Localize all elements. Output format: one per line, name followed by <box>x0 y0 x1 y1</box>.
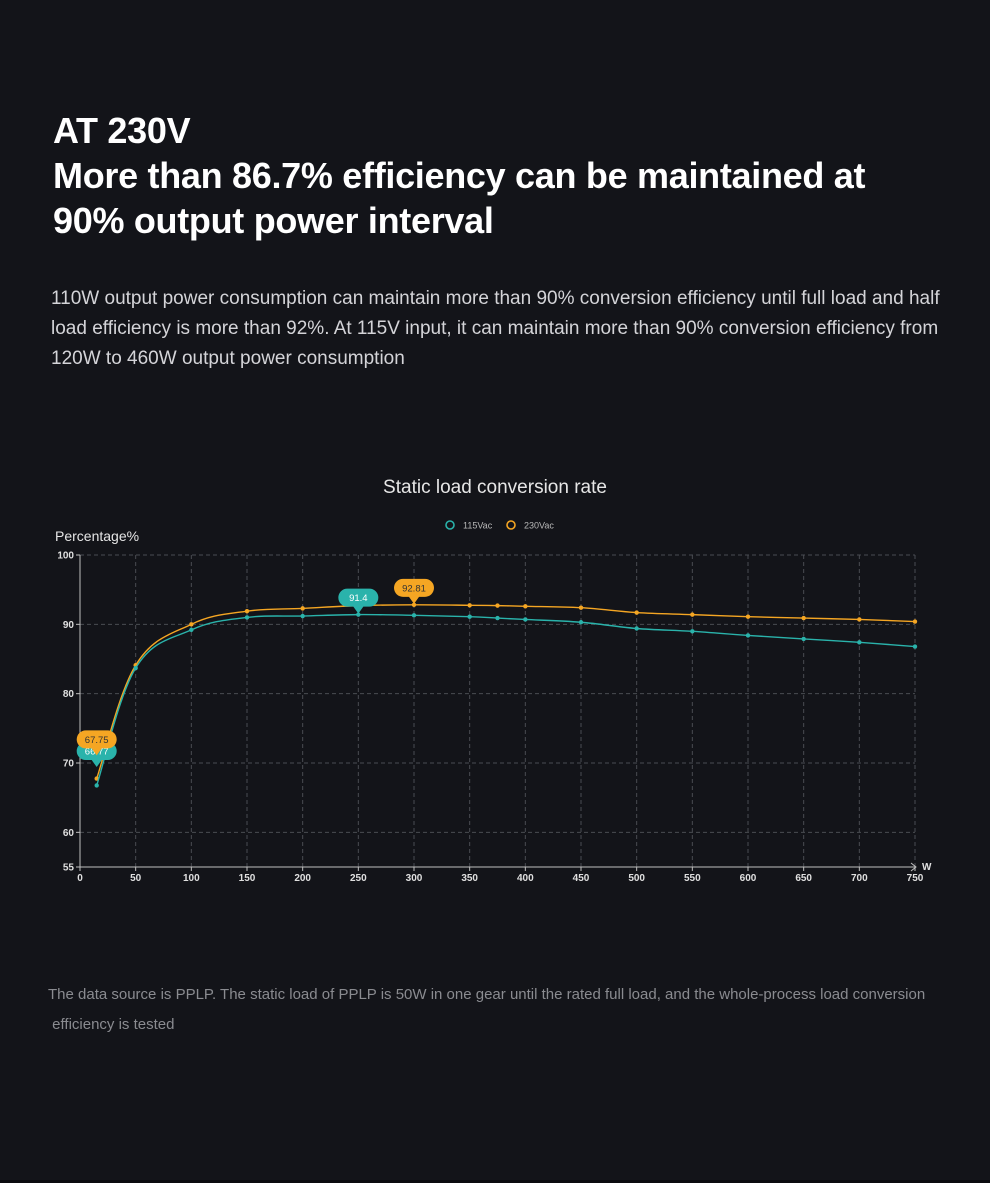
series-line-115vac <box>96 613 916 786</box>
headline: AT 230V More than 86.7% efficiency can b… <box>53 108 953 243</box>
x-tick-label: 50 <box>130 873 142 884</box>
start-label-230vac-group: 67.75 <box>76 730 117 756</box>
data-point-230vac <box>634 610 639 615</box>
y-tick-label: 60 <box>63 828 75 839</box>
data-point-115vac <box>133 665 138 671</box>
x-tick-label: 750 <box>907 873 924 884</box>
x-tick-label: 400 <box>517 873 534 884</box>
y-tick-label: 90 <box>63 620 75 631</box>
data-point-230vac <box>857 617 862 622</box>
start-label-230vac-text: 67.75 <box>85 735 109 746</box>
series-line-230vac <box>96 604 916 779</box>
bottom-divider <box>0 1180 990 1183</box>
x-tick-label: 350 <box>461 873 478 884</box>
data-point-230vac <box>467 603 472 608</box>
chart-title: Static load conversion rate <box>383 477 607 498</box>
data-point-230vac <box>801 615 806 621</box>
data-point-230vac <box>300 606 305 611</box>
y-tick-label: 80 <box>63 689 75 700</box>
data-point-115vac <box>578 620 584 625</box>
data-point-230vac <box>411 602 417 608</box>
peak-label-230vac-shape <box>394 578 434 604</box>
data-point-115vac <box>356 612 361 617</box>
data-point-115vac <box>411 613 417 618</box>
data-point-230vac <box>912 619 918 624</box>
data-point-115vac <box>467 614 472 619</box>
y-tick-label: 100 <box>57 551 74 562</box>
x-tick-label: 250 <box>350 873 367 884</box>
y-tick-label: 55 <box>63 863 75 874</box>
x-tick-label: 450 <box>573 873 590 884</box>
footnote: The data source is PPLP. The static load… <box>48 980 958 1040</box>
data-point-230vac <box>523 604 528 609</box>
x-tick-label: 100 <box>183 873 200 884</box>
x-tick-label: 650 <box>795 873 812 884</box>
data-point-115vac <box>94 783 99 788</box>
headline-line-1: AT 230V <box>53 110 191 151</box>
legend-label-230vac: 230Vac <box>524 521 554 531</box>
x-tick-label: 550 <box>684 873 701 884</box>
footnote-line-2: efficiency is tested <box>48 1016 175 1033</box>
peak-label-115vac-shape <box>338 588 379 614</box>
data-point-115vac <box>801 636 806 642</box>
x-tick-label: 150 <box>239 873 256 884</box>
data-point-115vac <box>690 629 695 634</box>
data-point-115vac <box>244 615 250 620</box>
y-tick-label: 70 <box>63 759 75 770</box>
x-tick-label: 600 <box>740 873 757 884</box>
peak-label-230vac-group: 92.81 <box>394 578 434 604</box>
data-point-115vac <box>912 644 918 649</box>
legend-label-115vac: 115Vac <box>463 521 493 531</box>
efficiency-chart: 0 50 100 150 200 250 300 350 400 450 500 550 600 650 7… <box>55 520 932 884</box>
x-tick-label: 300 <box>406 873 423 884</box>
headline-line-3: 90% output power interval <box>53 200 494 241</box>
peak-label-230vac-text: 92.81 <box>402 583 426 594</box>
legend-marker-230vac <box>506 520 516 530</box>
data-point-230vac <box>244 608 250 614</box>
data-point-230vac <box>690 612 695 617</box>
data-point-230vac <box>578 605 584 610</box>
start-label-230vac-shape <box>76 730 117 756</box>
headline-line-2: More than 86.7% efficiency can be mainta… <box>53 155 866 196</box>
data-point-115vac <box>634 626 639 631</box>
y-axis-label: Percentage% <box>55 528 139 544</box>
data-point-115vac <box>300 613 305 619</box>
x-axis-arrow <box>910 862 917 872</box>
legend-marker-115vac <box>445 520 455 530</box>
data-point-230vac <box>745 614 751 619</box>
data-point-115vac <box>189 627 194 633</box>
peak-label-115vac-text: 91.4 <box>349 593 368 604</box>
description: 110W output power consumption can mainta… <box>51 288 940 369</box>
x-tick-label: 200 <box>294 873 311 884</box>
data-point-115vac <box>523 617 528 622</box>
x-tick-label: 700 <box>851 873 868 884</box>
x-tick-label: 0 <box>77 873 83 884</box>
x-axis-label: W <box>922 862 932 873</box>
data-point-115vac <box>857 640 862 645</box>
footnote-line-1: The data source is PPLP. The static load… <box>48 986 926 1003</box>
data-point-115vac <box>495 615 500 621</box>
data-point-115vac <box>745 633 751 638</box>
x-tick-label: 500 <box>628 873 645 884</box>
data-point-230vac <box>495 603 500 608</box>
data-point-230vac <box>189 622 194 627</box>
peak-label-115vac-group: 91.4 <box>338 588 379 614</box>
